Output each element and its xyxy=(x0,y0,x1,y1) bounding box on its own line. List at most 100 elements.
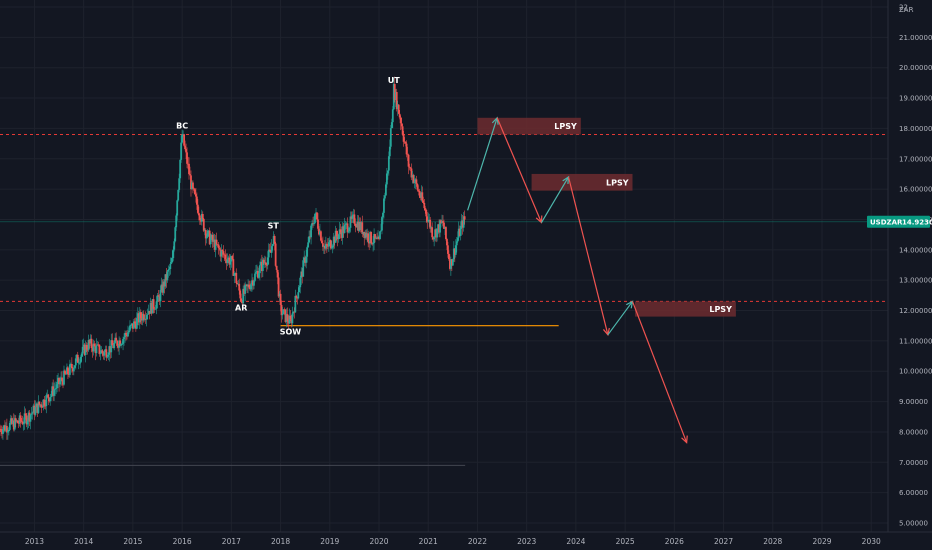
candle-body xyxy=(374,234,376,239)
candle-body xyxy=(44,405,47,407)
candle-body xyxy=(78,362,81,364)
candle-body xyxy=(139,312,142,319)
projection-segment xyxy=(607,301,633,336)
candle-body xyxy=(140,318,143,321)
candle-body xyxy=(42,399,45,408)
candle-body xyxy=(74,358,77,366)
candle-body xyxy=(52,386,55,396)
candle-body xyxy=(26,420,29,425)
candle-body xyxy=(355,226,358,228)
x-tick-label: 2022 xyxy=(468,537,487,546)
candle-body xyxy=(213,239,216,250)
candle-body xyxy=(341,226,344,238)
candle-body xyxy=(247,284,249,287)
time-axis[interactable]: 2013 2014 2015 2016 2017 2018 2019 2020 2021 2022… xyxy=(25,537,881,546)
candle-body xyxy=(164,274,167,287)
candle-body xyxy=(179,159,182,179)
candle-body xyxy=(368,241,371,244)
y-tick-label: 19.00000 xyxy=(899,95,932,103)
candle-body xyxy=(330,247,333,249)
candle-body xyxy=(416,183,419,190)
candle-body xyxy=(151,299,154,314)
candle-body xyxy=(212,239,215,242)
candle-body xyxy=(80,353,83,357)
candle-body xyxy=(50,393,53,397)
candle-body xyxy=(38,401,41,406)
candle-body xyxy=(358,221,361,231)
candle-body xyxy=(385,184,387,196)
candle-body xyxy=(440,220,442,223)
candle-body xyxy=(195,196,198,205)
candle-body xyxy=(193,188,195,190)
candle-body xyxy=(386,170,389,174)
candle-body xyxy=(14,418,17,422)
candle-body xyxy=(210,234,213,239)
candle-body xyxy=(41,406,44,408)
candle-body xyxy=(147,311,150,315)
candle-body xyxy=(303,257,306,261)
candle-body xyxy=(156,295,159,302)
candle-body xyxy=(206,230,209,237)
candle-body xyxy=(404,142,407,144)
candle-body xyxy=(83,344,86,356)
candle-body xyxy=(460,220,463,226)
candle-body xyxy=(314,213,316,223)
candle-body xyxy=(168,269,171,270)
candle-body xyxy=(286,314,289,322)
candle-body xyxy=(395,91,398,110)
candle-body xyxy=(148,311,151,314)
candle-body xyxy=(226,259,229,263)
candle-body xyxy=(317,219,319,229)
candle-body xyxy=(205,236,208,239)
candle-body xyxy=(448,259,451,269)
candle-body xyxy=(32,405,35,413)
candle-body xyxy=(313,222,315,225)
candle-body xyxy=(76,354,79,363)
candle-body xyxy=(81,346,84,354)
candle-body xyxy=(279,293,282,305)
candle-body xyxy=(204,229,207,239)
candle-body xyxy=(343,224,346,233)
candle-body xyxy=(85,344,88,350)
candle-body xyxy=(327,242,330,247)
candle-body xyxy=(159,290,162,302)
candle-body xyxy=(79,356,82,363)
candle-body xyxy=(227,257,230,260)
candle-body xyxy=(54,388,57,390)
candle-body xyxy=(267,249,270,258)
annotation-bc: BC xyxy=(176,121,188,130)
candle-body xyxy=(113,342,116,349)
candle-body xyxy=(0,429,2,433)
lpsy-zones: LPSY LPSY LPSY xyxy=(477,117,736,317)
candle-body xyxy=(199,220,202,222)
candle-body xyxy=(257,270,259,278)
candle-body xyxy=(266,257,269,266)
candle-body xyxy=(302,260,305,277)
candle-body xyxy=(175,215,178,228)
candle-body xyxy=(417,189,420,191)
candle-body xyxy=(379,231,381,240)
candle-body xyxy=(217,244,220,249)
candle-body xyxy=(347,231,350,233)
candle-body xyxy=(372,243,375,245)
candle-body xyxy=(135,318,138,329)
x-tick-label: 2016 xyxy=(173,537,192,546)
candle-body xyxy=(69,363,72,365)
candle-body xyxy=(304,257,307,263)
candle-body xyxy=(162,281,165,293)
projection-arrowhead xyxy=(681,435,688,444)
candle-body xyxy=(321,240,323,244)
candle-body xyxy=(149,302,152,314)
candle-body xyxy=(124,333,126,338)
candle-body xyxy=(444,227,446,229)
candle-body xyxy=(6,431,9,433)
candle-body xyxy=(360,222,363,231)
candle-body xyxy=(123,337,125,340)
candle-body xyxy=(82,344,85,347)
candle-body xyxy=(420,192,423,198)
candle-body xyxy=(423,202,426,209)
candle-body xyxy=(185,149,187,153)
candle-body xyxy=(98,344,101,355)
y-tick-label: 10.00000 xyxy=(899,368,932,376)
